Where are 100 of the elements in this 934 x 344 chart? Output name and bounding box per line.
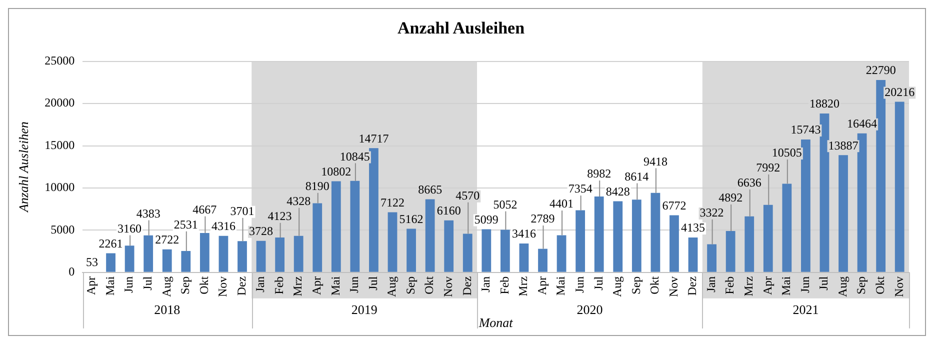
bar [726,231,736,272]
data-label: 4316 [211,219,236,234]
data-label: 4570 [456,188,480,203]
data-label: 9418 [643,154,668,168]
data-label: 4383 [136,206,160,220]
x-tick-label: Jan [253,276,268,292]
x-tick-label: Dez [460,276,474,296]
x-tick-label: Feb [497,276,512,294]
bar [162,249,172,272]
data-label: 8665 [418,182,442,196]
bar [238,241,247,272]
data-label: 4123 [268,209,292,224]
data-label: 4401 [550,196,574,211]
data-label: 8190 [305,179,330,194]
x-tick-label: Apr [534,276,549,296]
x-tick-label: Mrz [516,276,530,296]
bar [688,237,698,272]
x-tick-label: Jan [478,276,493,292]
x-tick-label: Apr [310,276,324,296]
bar [670,215,679,272]
y-tick-label: 25000 [44,54,75,68]
bar [594,196,604,272]
x-tick-label: Nov [892,276,906,298]
data-label: 2722 [155,232,180,247]
x-tick-label: Aug [610,276,624,298]
x-tick-label: Dez [234,276,248,296]
data-label: 13887 [828,138,858,152]
bar [331,181,341,272]
bar [124,246,134,272]
data-label: 3416 [512,226,536,241]
bar [782,184,792,272]
x-tick-label: Jan [704,276,718,292]
x-tick-label: Apr [84,276,98,296]
bar [482,229,492,272]
data-label: 5162 [399,212,424,226]
data-label: 10845 [340,149,370,164]
data-label: 4667 [192,202,217,217]
bar [444,220,454,272]
x-tick-label: Okt [422,276,436,294]
bar [256,240,266,272]
bar [576,210,586,272]
bar [613,201,623,272]
bar [519,244,529,272]
chart-title: Anzahl Ausleihen [397,18,526,38]
bar [312,203,322,272]
data-label: 7354 [568,182,592,196]
x-tick-label: Jul [366,276,380,290]
bar [876,80,886,272]
x-tick-label: Okt [196,276,211,294]
x-tick-label: Jun [122,276,136,294]
x-tick-label: Apr [760,276,774,296]
bar [388,212,398,272]
text: 2019 [351,302,378,317]
data-label: 10505 [772,146,802,160]
x-tick-label: Sep [178,276,192,294]
x-tick-label: Aug [384,276,399,298]
data-label: 15743 [790,122,821,137]
x-tick-label: Feb [722,276,737,294]
bar [200,232,210,272]
x-tick-label: Mai [779,276,794,296]
data-label: 4135 [681,220,706,235]
data-label: 16464 [847,116,878,131]
data-label: 10802 [321,164,352,178]
data-label: 3160 [118,221,142,236]
data-label: 2789 [530,212,555,226]
x-tick-label: Mrz [290,276,305,296]
data-label: 7992 [756,160,780,175]
x-tick-label: Nov [441,276,455,298]
data-label: 22790 [866,63,896,78]
data-label: 20216 [884,84,915,99]
bar [820,114,830,272]
y-tick-label: 0 [68,264,75,278]
x-tick-label: Aug [835,276,850,298]
x-tick-label: Jun [798,276,812,294]
x-tick-label: Sep [403,276,418,294]
data-label: 18820 [809,96,840,111]
y-tick-label: 5000 [50,222,75,236]
y-axis-title: Anzahl Ausleihen [16,122,32,214]
x-tick-label: Dez [685,276,700,296]
bar [650,192,660,272]
x-tick-label: Aug [159,276,174,298]
bar [106,253,116,272]
data-label: 8428 [606,184,630,198]
text: 2018 [154,302,180,317]
x-tick-label: Mai [102,276,117,296]
data-label: 3701 [230,204,254,218]
data-label: 14717 [358,131,389,146]
bar [707,244,716,272]
data-label: 3322 [700,206,724,220]
y-tick-label: 20000 [44,96,75,110]
x-tick-label: Mai [328,276,342,296]
x-tick-label: Mai [554,276,568,296]
bar [275,238,285,272]
data-label: 5052 [493,197,518,212]
bar [369,148,378,272]
data-label: 3728 [249,224,274,238]
bar [744,216,754,272]
bar [632,200,642,272]
y-tick-label: 15000 [44,138,75,152]
text: 2021 [792,302,819,317]
